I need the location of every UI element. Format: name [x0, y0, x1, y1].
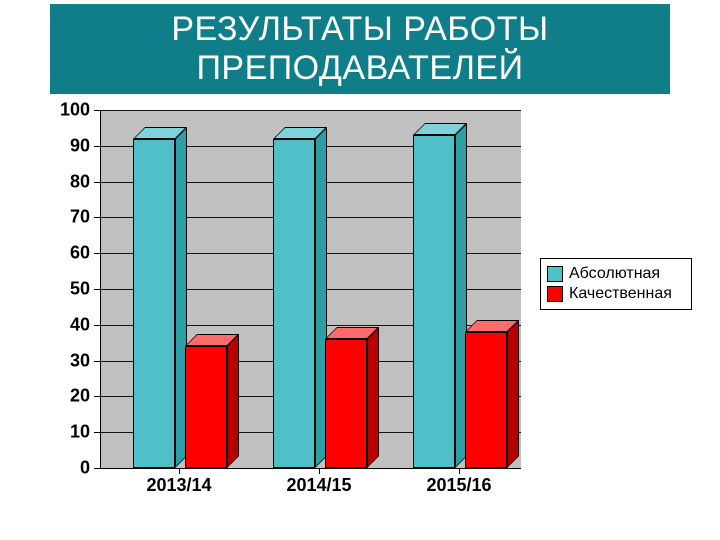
legend: Абсолютная Качественная — [540, 258, 692, 310]
y-tick-label: 90 — [20, 135, 90, 156]
y-tick-label: 20 — [20, 386, 90, 407]
legend-label: Абсолютная — [569, 265, 660, 283]
legend-item: Абсолютная — [547, 265, 685, 283]
y-tick-mark — [94, 289, 100, 290]
y-tick-mark — [94, 146, 100, 147]
slide-title: РЕЗУЛЬТАТЫ РАБОТЫ ПРЕПОДАВАТЕЛЕЙ — [50, 10, 670, 88]
bar — [465, 332, 507, 468]
y-tick-label: 50 — [20, 279, 90, 300]
x-tick-mark — [319, 468, 320, 474]
legend-label: Качественная — [569, 285, 672, 303]
y-tick-mark — [94, 182, 100, 183]
x-tick-label: 2015/16 — [426, 475, 491, 496]
y-tick-label: 70 — [20, 207, 90, 228]
y-tick-label: 30 — [20, 350, 90, 371]
x-tick-label: 2014/15 — [286, 475, 351, 496]
y-tick-mark — [94, 361, 100, 362]
y-tick-mark — [94, 396, 100, 397]
x-tick-mark — [179, 468, 180, 474]
y-tick-label: 80 — [20, 171, 90, 192]
y-tick-mark — [94, 110, 100, 111]
bar — [413, 135, 455, 468]
x-tick-mark — [459, 468, 460, 474]
y-tick-label: 0 — [20, 458, 90, 479]
gridline — [101, 110, 521, 111]
bar — [133, 139, 175, 468]
y-tick-mark — [94, 253, 100, 254]
bar — [325, 339, 367, 468]
x-tick-label: 2013/14 — [146, 475, 211, 496]
plot-area — [100, 110, 521, 469]
legend-item: Качественная — [547, 285, 685, 303]
legend-swatch-icon — [547, 286, 563, 302]
y-tick-mark — [94, 468, 100, 469]
y-tick-mark — [94, 325, 100, 326]
y-tick-mark — [94, 217, 100, 218]
title-band: РЕЗУЛЬТАТЫ РАБОТЫ ПРЕПОДАВАТЕЛЕЙ — [50, 4, 670, 94]
y-tick-mark — [94, 432, 100, 433]
bar — [273, 139, 315, 468]
bar — [185, 346, 227, 468]
y-tick-label: 60 — [20, 243, 90, 264]
y-tick-label: 10 — [20, 422, 90, 443]
bar-chart: Абсолютная Качественная 0 10 20 30 40 50 60 70 8… — [20, 100, 700, 520]
legend-swatch-icon — [547, 266, 563, 282]
y-tick-label: 40 — [20, 314, 90, 335]
slide: РЕЗУЛЬТАТЫ РАБОТЫ ПРЕПОДАВАТЕЛЕЙ Абсолют… — [0, 0, 720, 540]
y-tick-label: 100 — [20, 100, 90, 121]
